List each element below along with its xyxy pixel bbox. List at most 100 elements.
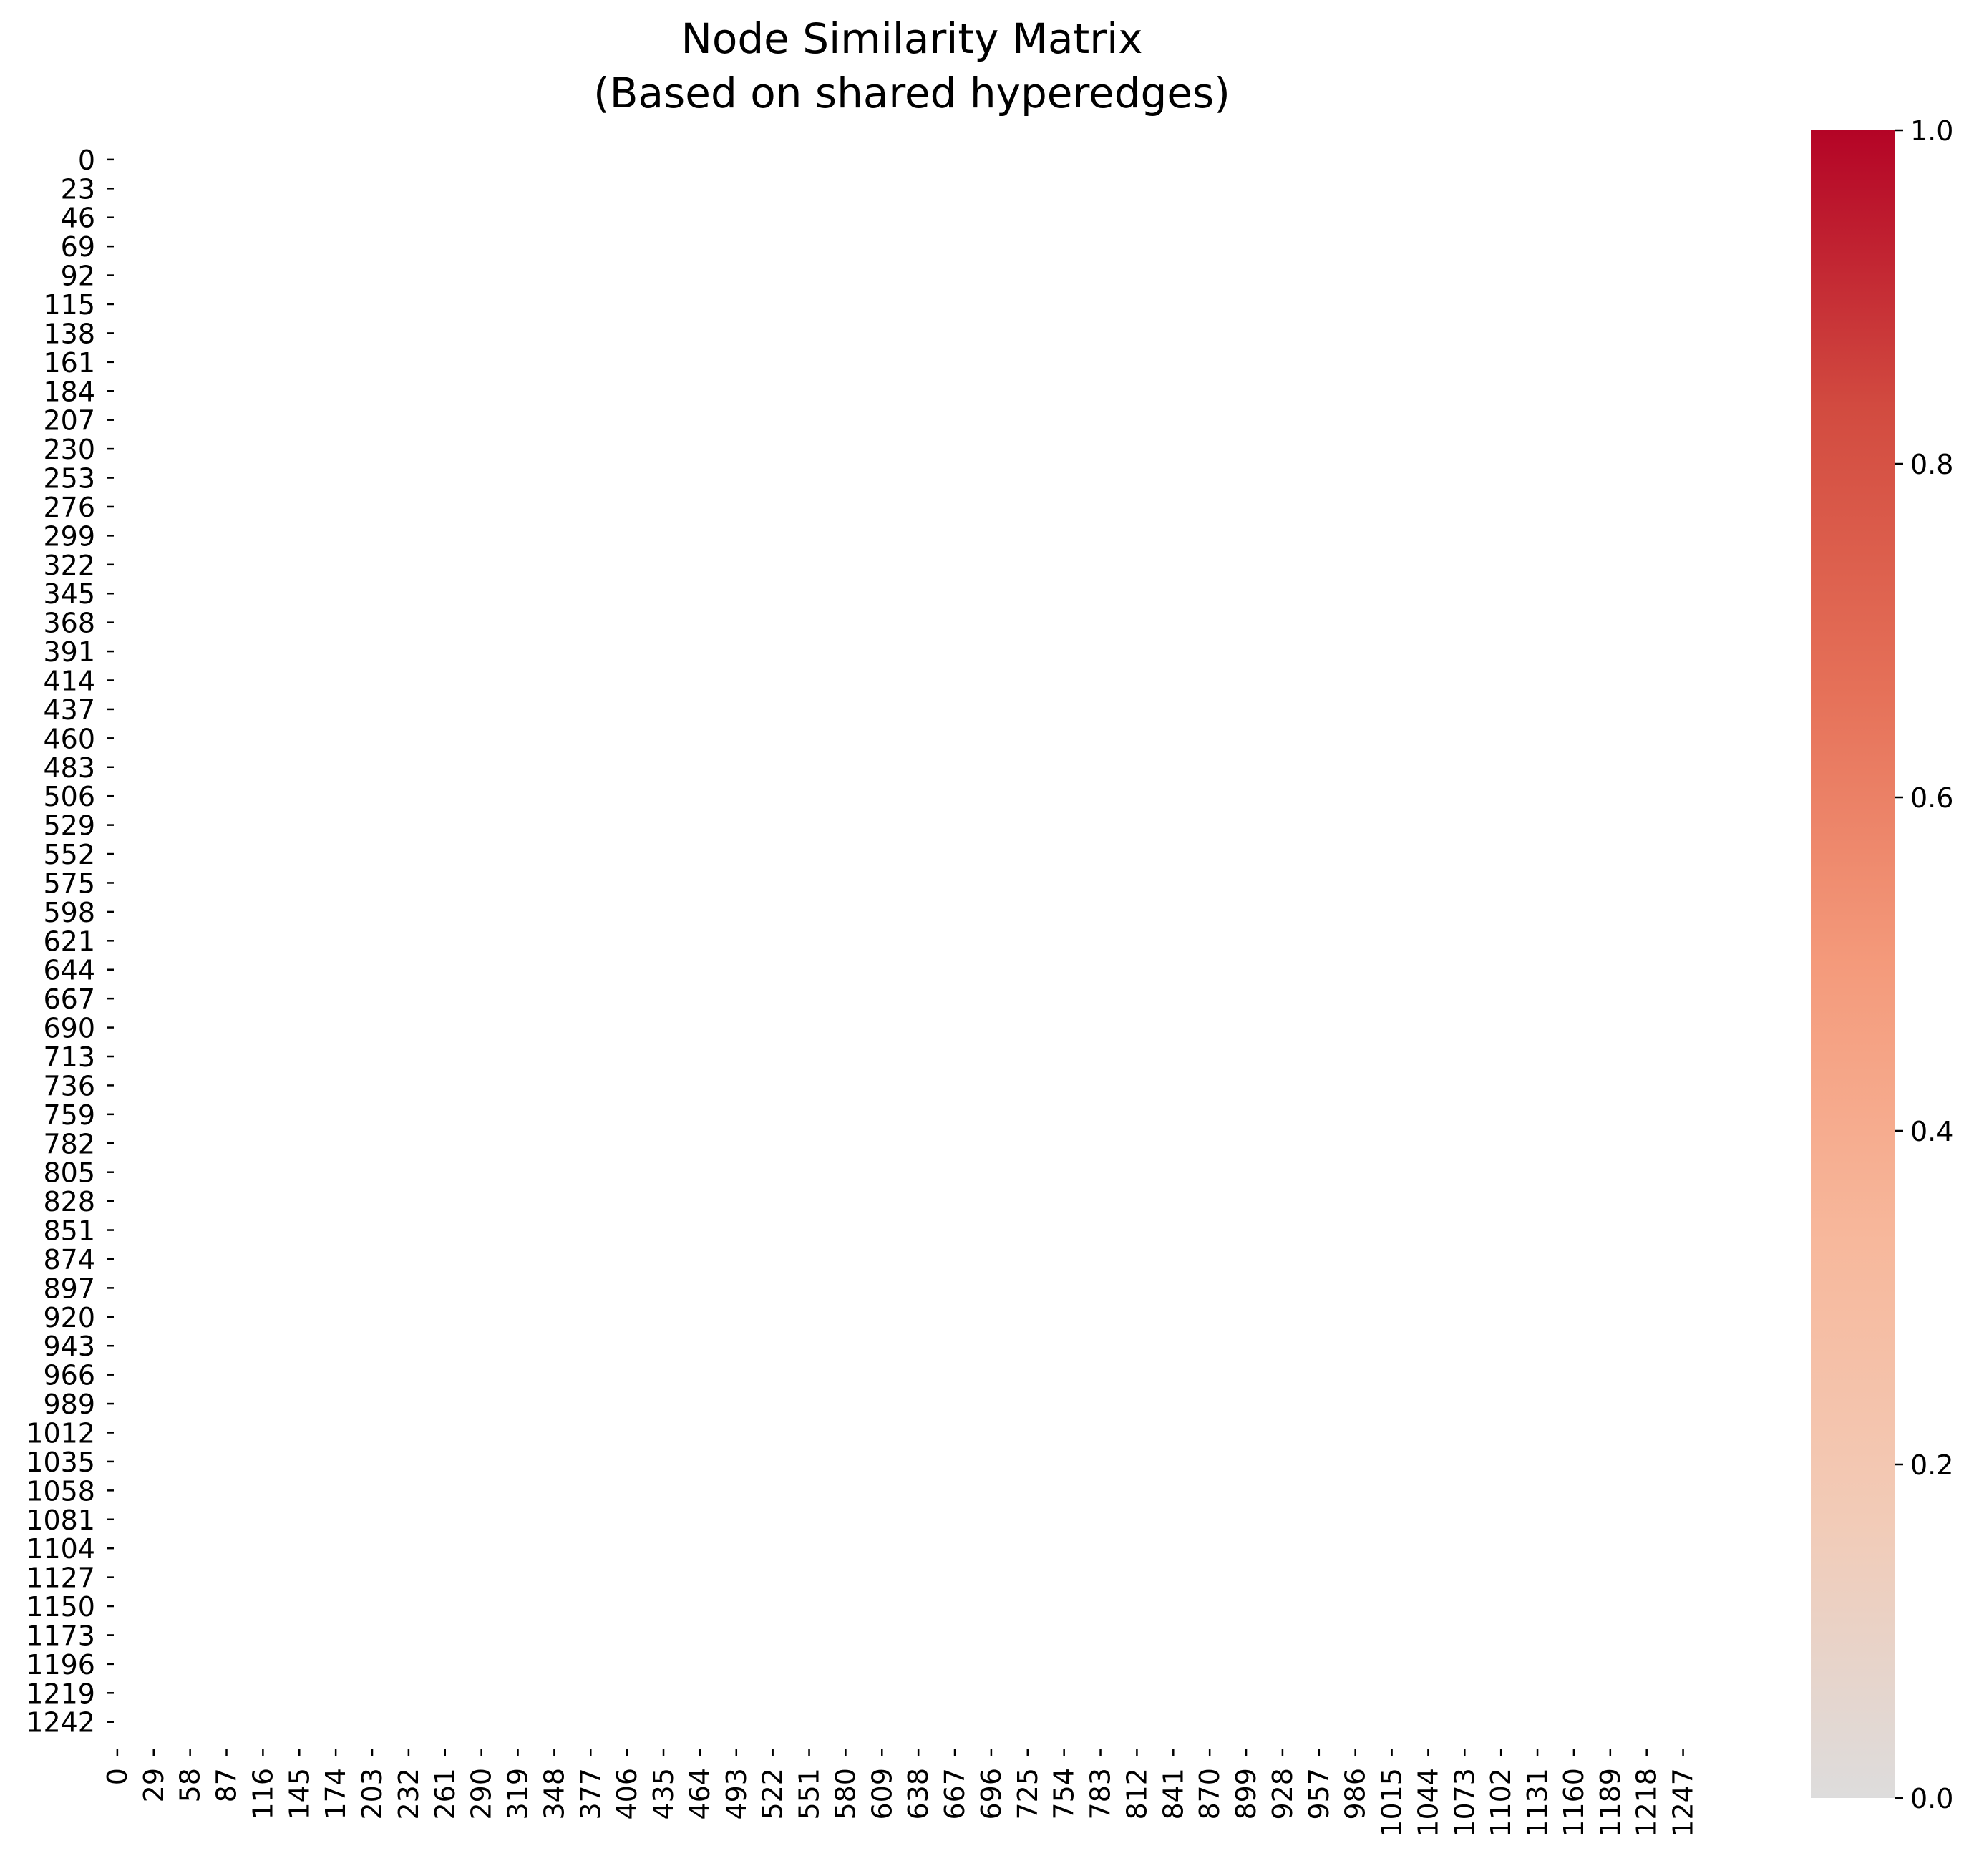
x-tick-label: 1015 (1376, 1768, 1408, 1837)
y-tick-label: 1104 (26, 1533, 95, 1565)
x-tick-label: 493 (721, 1768, 752, 1820)
x-tick-label: 899 (1230, 1768, 1262, 1820)
chart-title-line-2: (Based on shared hyperedges) (593, 69, 1230, 117)
y-tick-label: 138 (43, 318, 95, 349)
colorbar-ticks: 0.0 0.2 0.4 0.6 0.8 1.0 (1895, 115, 1953, 1814)
y-tick-label: 805 (43, 1157, 95, 1189)
y-tick-label: 230 (43, 434, 95, 465)
y-tick-label: 391 (43, 636, 95, 668)
x-tick-label: 1218 (1631, 1768, 1663, 1837)
y-tick-label: 414 (43, 665, 95, 696)
y-tick-label: 621 (43, 925, 95, 957)
y-tick-label: 92 (61, 261, 95, 292)
x-tick-label: 551 (794, 1768, 825, 1820)
y-tick-label: 851 (43, 1215, 95, 1247)
y-tick-label: 1081 (26, 1505, 95, 1536)
x-tick-label: 464 (684, 1768, 716, 1820)
x-tick-label: 348 (538, 1768, 570, 1820)
colorbar-tick-label: 0.6 (1910, 782, 1953, 814)
x-tick-label: 232 (393, 1768, 424, 1820)
y-tick-label: 115 (43, 289, 95, 321)
x-tick-label: 116 (247, 1768, 278, 1820)
x-tick-label: 435 (648, 1768, 679, 1820)
x-tick-label: 638 (903, 1768, 934, 1820)
y-tick-label: 437 (43, 694, 95, 726)
y-tick-label: 161 (43, 347, 95, 379)
x-tick-label: 812 (1121, 1768, 1152, 1820)
y-tick-label: 989 (43, 1389, 95, 1420)
x-tick-label: 754 (1049, 1768, 1080, 1820)
x-tick-label: 1073 (1449, 1768, 1480, 1837)
y-tick-label: 782 (43, 1128, 95, 1160)
y-axis-ticks: 0234669921151381611842072302532762993223… (26, 145, 114, 1739)
y-tick-label: 1173 (26, 1620, 95, 1651)
x-tick-label: 986 (1340, 1768, 1371, 1820)
y-tick-label: 276 (43, 492, 95, 523)
y-tick-label: 644 (43, 955, 95, 986)
colorbar-tick-label: 0.2 (1910, 1449, 1953, 1481)
y-tick-label: 322 (43, 550, 95, 581)
x-axis-ticks: 0 29 58 87 116 145 174 203 232 261 290 319 348 377 406… (102, 1749, 1699, 1837)
x-tick-label: 580 (830, 1768, 861, 1820)
y-tick-label: 506 (43, 781, 95, 812)
y-tick-label: 529 (43, 810, 95, 842)
colorbar-tick-label: 0.8 (1910, 449, 1953, 480)
y-tick-label: 46 (61, 203, 95, 234)
y-tick-label: 0 (78, 145, 95, 176)
heatmap-area (117, 159, 1701, 1746)
x-tick-label: 928 (1267, 1768, 1298, 1820)
x-tick-label: 1160 (1558, 1768, 1590, 1837)
x-tick-label: 1102 (1485, 1768, 1517, 1837)
x-tick-label: 174 (320, 1768, 351, 1820)
y-tick-label: 828 (43, 1186, 95, 1218)
x-tick-label: 406 (611, 1768, 643, 1820)
x-tick-label: 377 (575, 1768, 606, 1820)
y-tick-label: 1058 (26, 1475, 95, 1507)
y-tick-label: 690 (43, 1013, 95, 1044)
x-tick-label: 1247 (1668, 1768, 1699, 1837)
x-tick-label: 783 (1085, 1768, 1117, 1820)
x-tick-label: 609 (866, 1768, 898, 1820)
x-tick-label: 87 (211, 1768, 243, 1802)
x-tick-label: 522 (757, 1768, 789, 1820)
y-tick-label: 759 (43, 1099, 95, 1131)
y-tick-label: 966 (43, 1360, 95, 1391)
y-tick-label: 874 (43, 1244, 95, 1275)
x-tick-label: 203 (356, 1768, 388, 1820)
y-tick-label: 299 (43, 520, 95, 552)
y-tick-label: 368 (43, 608, 95, 639)
y-tick-label: 1012 (26, 1417, 95, 1449)
x-tick-label: 957 (1303, 1768, 1335, 1820)
y-tick-label: 943 (43, 1331, 95, 1362)
y-tick-label: 69 (61, 231, 95, 263)
y-tick-label: 253 (43, 463, 95, 495)
y-tick-label: 207 (43, 405, 95, 437)
colorbar-tick-label: 0.0 (1910, 1783, 1953, 1814)
y-tick-label: 1035 (26, 1447, 95, 1478)
y-tick-label: 575 (43, 867, 95, 899)
y-tick-label: 460 (43, 723, 95, 754)
x-tick-label: 1189 (1595, 1768, 1626, 1837)
x-tick-label: 696 (976, 1768, 1007, 1820)
y-tick-label: 1127 (26, 1562, 95, 1594)
y-tick-label: 483 (43, 752, 95, 784)
x-tick-label: 1131 (1522, 1768, 1553, 1837)
y-tick-label: 184 (43, 376, 95, 407)
chart-title-line-1: Node Similarity Matrix (681, 14, 1142, 63)
colorbar-tick-label: 1.0 (1910, 115, 1953, 147)
y-tick-label: 345 (43, 578, 95, 610)
y-tick-label: 897 (43, 1273, 95, 1304)
y-tick-label: 736 (43, 1070, 95, 1102)
y-tick-label: 552 (43, 839, 95, 870)
y-tick-label: 713 (43, 1041, 95, 1073)
x-tick-label: 870 (1194, 1768, 1225, 1820)
x-tick-label: 145 (283, 1768, 315, 1820)
colorbar (1811, 130, 1895, 1798)
y-tick-label: 1242 (26, 1707, 95, 1739)
colorbar-tick-label: 0.4 (1910, 1116, 1953, 1147)
y-tick-label: 1196 (26, 1649, 95, 1681)
x-tick-label: 1044 (1412, 1768, 1444, 1837)
y-tick-label: 1150 (26, 1591, 95, 1623)
y-tick-label: 23 (61, 173, 95, 205)
